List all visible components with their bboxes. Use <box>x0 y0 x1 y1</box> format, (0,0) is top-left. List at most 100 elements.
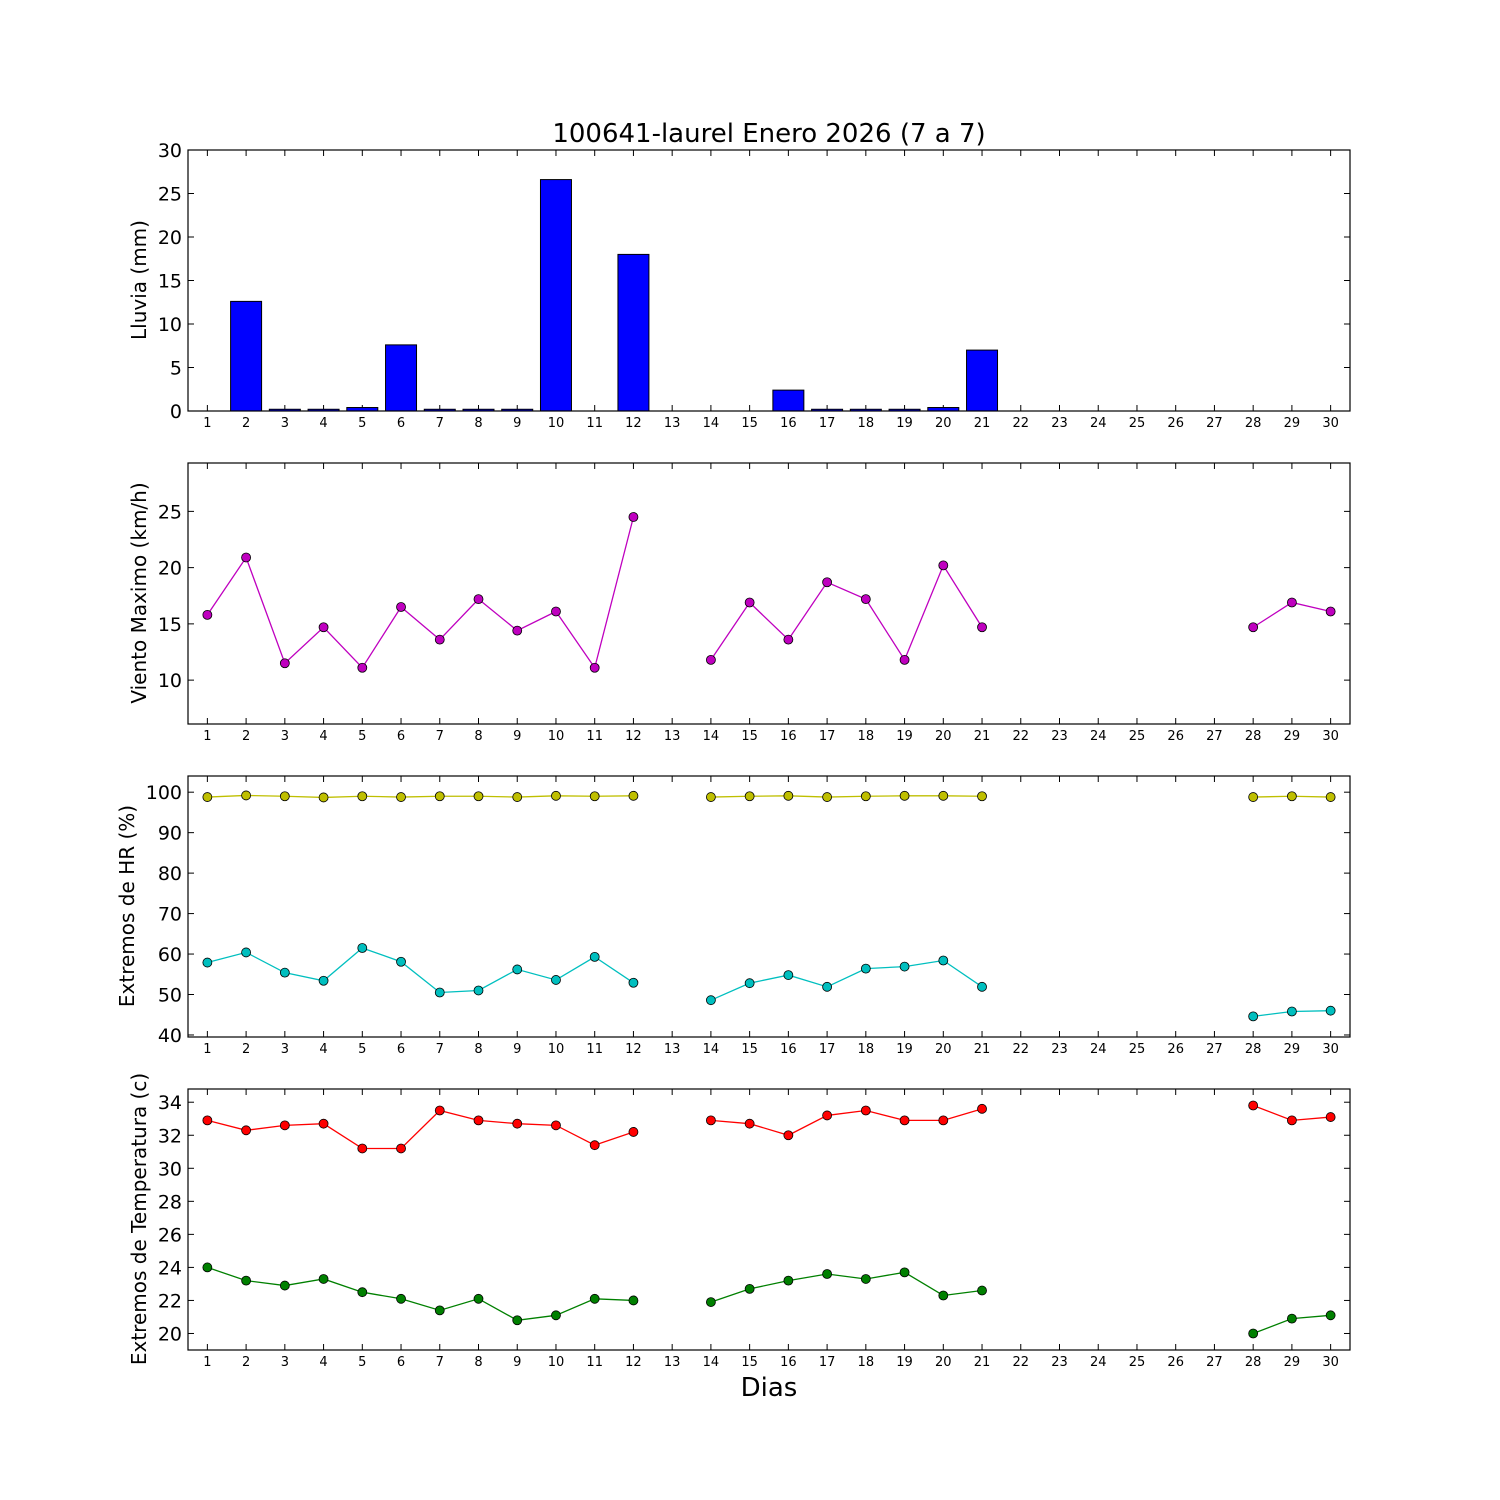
data-point <box>1248 792 1259 802</box>
data-point <box>279 1280 290 1291</box>
y-tick-label: 15 <box>158 271 182 293</box>
data-point <box>899 961 910 972</box>
x-tick-label: 16 <box>780 416 797 431</box>
x-tick-label: 15 <box>741 416 758 431</box>
y-tick-label: 80 <box>158 863 182 885</box>
x-tick-label: 17 <box>819 1355 836 1370</box>
data-point <box>512 625 523 636</box>
x-tick-label: 8 <box>474 416 482 431</box>
data-point <box>396 792 406 802</box>
x-tick-label: 6 <box>397 416 405 431</box>
x-tick-label: 24 <box>1090 416 1107 431</box>
x-tick-label: 2 <box>242 416 250 431</box>
series-line <box>207 1266 634 1321</box>
x-tick-label: 1 <box>203 729 211 744</box>
y-tick-label: 90 <box>158 823 182 845</box>
x-tick-label: 20 <box>935 729 952 744</box>
x-tick-label: 10 <box>548 729 565 744</box>
data-point <box>512 964 523 975</box>
x-tick-label: 14 <box>703 1042 720 1057</box>
x-tick-label: 28 <box>1245 1042 1262 1057</box>
y-tick-label: 26 <box>158 1224 182 1246</box>
x-tick-label: 26 <box>1167 416 1184 431</box>
x-tick-label: 16 <box>780 729 797 744</box>
x-tick-label: 18 <box>858 1355 875 1370</box>
y-tick-label: 30 <box>158 140 182 162</box>
data-point <box>473 791 484 802</box>
data-point <box>938 790 949 801</box>
x-tick-label: 17 <box>819 416 836 431</box>
data-point <box>318 622 329 633</box>
x-tick-label: 5 <box>358 416 366 431</box>
data-point <box>860 594 871 605</box>
data-point <box>589 791 600 802</box>
x-tick-label: 12 <box>625 1042 642 1057</box>
x-tick-label: 8 <box>474 1355 482 1370</box>
x-tick-label: 20 <box>935 1042 952 1057</box>
data-point <box>279 967 290 978</box>
series-line <box>207 1109 634 1150</box>
x-tick-label: 25 <box>1129 729 1146 744</box>
series-line <box>710 1271 983 1303</box>
data-point <box>202 792 213 802</box>
x-tick-label: 5 <box>358 1355 366 1370</box>
data-point <box>977 791 987 802</box>
data-point <box>551 606 561 617</box>
x-tick-label: 8 <box>474 1042 482 1057</box>
x-tick-label: 10 <box>548 416 565 431</box>
data-point <box>434 987 445 998</box>
x-tick-label: 1 <box>203 1355 211 1370</box>
x-tick-label: 12 <box>625 729 642 744</box>
data-point <box>1248 622 1259 633</box>
x-tick-label: 22 <box>1012 1042 1029 1057</box>
data-point <box>1325 1112 1336 1122</box>
data-point <box>551 790 561 801</box>
y-tick-label: 34 <box>158 1092 182 1114</box>
series-2 <box>202 1262 1336 1339</box>
data-point <box>744 597 755 608</box>
data-point <box>706 995 716 1006</box>
data-point <box>744 791 755 802</box>
chart-title: 100641-laurel Enero 2026 (7 a 7) <box>552 119 985 149</box>
x-tick-label: 13 <box>664 729 681 744</box>
data-point <box>822 1110 832 1121</box>
data-point <box>241 1125 252 1136</box>
series-line <box>710 959 983 1001</box>
x-tick-label: 30 <box>1322 729 1339 744</box>
x-tick-label: 27 <box>1206 1042 1223 1057</box>
y-tick-label: 25 <box>158 184 182 206</box>
x-tick-label: 23 <box>1051 416 1068 431</box>
data-point <box>783 790 794 801</box>
x-tick-label: 2 <box>242 1355 250 1370</box>
x-tick-label: 3 <box>281 1355 289 1370</box>
y-tick-label: 20 <box>158 1323 182 1345</box>
data-point <box>783 1130 794 1141</box>
x-tick-label: 23 <box>1051 729 1068 744</box>
y-tick-label: 24 <box>158 1257 182 1279</box>
data-point <box>1325 1310 1336 1321</box>
data-point <box>396 1143 406 1154</box>
data-point <box>822 1269 832 1279</box>
plot-frame <box>187 775 1351 1038</box>
series-line <box>207 794 634 799</box>
data-point <box>512 1315 523 1326</box>
data-point <box>279 791 290 802</box>
data-point <box>434 1305 445 1316</box>
data-point <box>899 790 910 801</box>
x-tick-label: 11 <box>586 1042 603 1057</box>
series-1 <box>202 790 1336 803</box>
data-point <box>589 951 600 962</box>
x-tick-label: 2 <box>242 729 250 744</box>
bar <box>966 349 999 412</box>
x-tick-label: 30 <box>1322 1042 1339 1057</box>
data-point <box>822 792 832 802</box>
data-point <box>1325 606 1336 617</box>
x-tick-label: 30 <box>1322 1355 1339 1370</box>
y-tick-label: 28 <box>158 1191 182 1213</box>
x-tick-label: 1 <box>203 1042 211 1057</box>
x-tick-label: 13 <box>664 416 681 431</box>
y-tick-label: 22 <box>158 1290 182 1312</box>
bar <box>617 253 650 412</box>
